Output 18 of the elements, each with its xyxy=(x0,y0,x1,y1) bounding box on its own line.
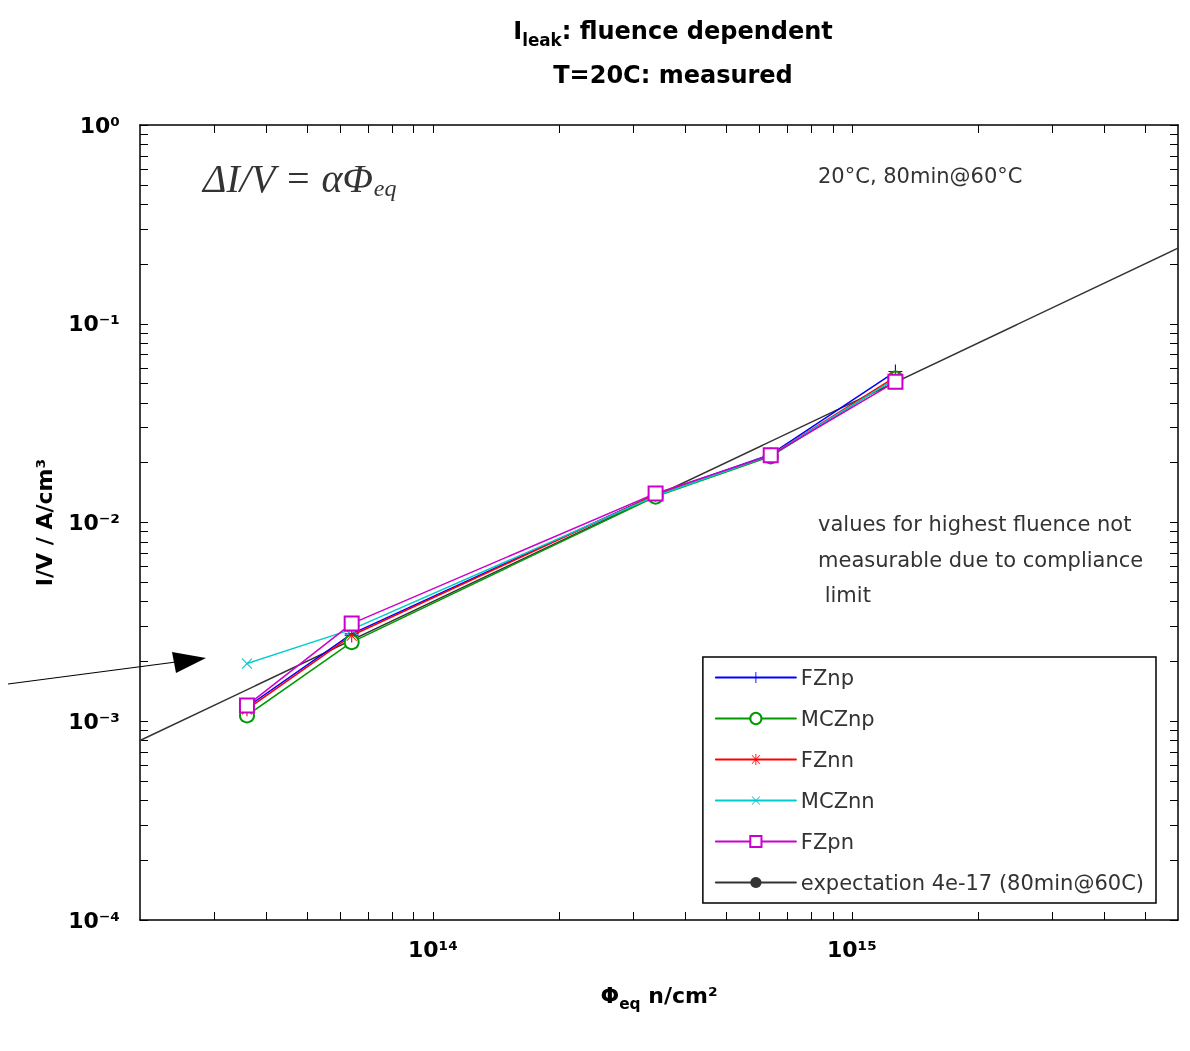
chart-subtitle: T=20C: measured xyxy=(553,60,793,89)
y-tick-label: 10⁻¹ xyxy=(68,311,120,337)
legend-label: FZnp xyxy=(800,665,854,690)
legend-label: FZnn xyxy=(800,747,854,772)
legend-label: expectation 4e-17 (80min@60C) xyxy=(800,870,1145,895)
y-tick-label: 10⁻³ xyxy=(68,708,120,734)
annotation: values for highest fluence not measurable due to compliance limit xyxy=(818,511,1144,608)
x-tick-label: 10¹⁴ xyxy=(407,936,458,962)
legend-label: MCZnp xyxy=(800,706,875,731)
annotation: ΔI/V = αΦeq xyxy=(201,155,397,201)
annotation: 20°C, 80min@60°C xyxy=(818,163,1023,188)
y-tick-label: 10⁻⁴ xyxy=(68,907,120,933)
y-axis-title: I/V / A/cm³ xyxy=(31,458,57,587)
y-tick-label: 10⁻² xyxy=(68,510,120,535)
legend-label: MCZnn xyxy=(800,788,875,813)
x-tick-label: 10¹⁵ xyxy=(826,936,877,962)
legend-label: FZpn xyxy=(800,829,854,854)
y-tick-label: 10⁰ xyxy=(79,112,120,138)
